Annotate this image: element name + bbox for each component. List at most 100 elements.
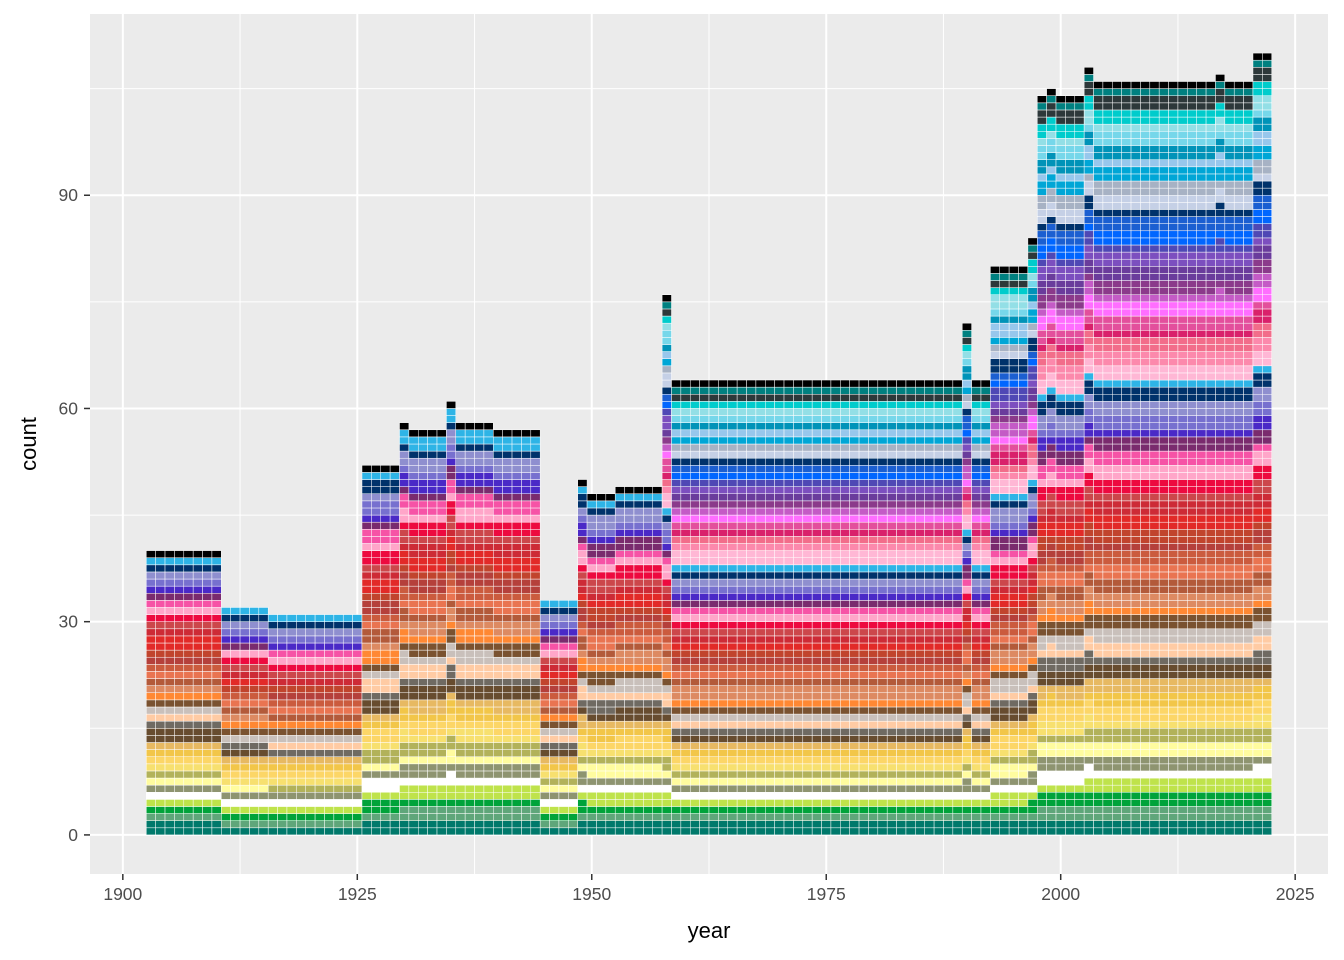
bar-segment <box>999 720 1010 729</box>
bar-segment <box>521 436 532 445</box>
bar-segment <box>239 827 250 836</box>
bar-segment <box>765 408 775 416</box>
bar-segment <box>736 429 747 438</box>
bar-segment <box>868 529 879 537</box>
bar-segment <box>493 706 503 715</box>
bar-segment <box>746 614 757 622</box>
bar-segment <box>202 777 213 786</box>
bar-segment <box>802 806 813 814</box>
bar-segment <box>999 287 1010 295</box>
bar-segment <box>549 671 560 679</box>
bar-segment <box>633 728 644 736</box>
bar-segment <box>249 699 260 708</box>
bar-segment <box>858 621 869 630</box>
bar-segment <box>530 827 541 836</box>
bar-segment <box>614 585 625 594</box>
bar-segment <box>511 664 522 672</box>
bar-segment <box>530 564 541 573</box>
bar-segment <box>933 678 944 686</box>
bar-segment <box>774 685 785 694</box>
bar-segment <box>689 813 700 821</box>
bar-segment <box>980 415 991 423</box>
bar-segment <box>980 429 991 438</box>
bar-segment <box>736 585 747 594</box>
bar-segment <box>727 564 738 573</box>
bar-segment <box>643 820 653 829</box>
bar-segment <box>849 664 860 672</box>
bar-segment <box>905 749 916 757</box>
bar-segment <box>624 756 635 765</box>
bar-segment <box>990 436 1000 445</box>
bar-segment <box>436 457 447 466</box>
bar-segment <box>192 671 203 679</box>
bar-segment <box>661 664 672 672</box>
bar-segment <box>755 422 766 431</box>
bar-segment <box>952 806 963 814</box>
bar-segment <box>661 365 672 374</box>
bar-segment <box>249 735 260 743</box>
bar-segment <box>371 642 381 651</box>
bar-segment <box>314 792 325 800</box>
bar-segment <box>943 393 954 402</box>
bar-segment <box>671 685 682 694</box>
bar-segment <box>661 728 672 736</box>
bar-segment <box>980 635 991 644</box>
bar-segment <box>333 713 344 722</box>
bar-segment <box>933 720 944 729</box>
bar-segment <box>849 784 860 793</box>
bar-segment <box>802 472 813 480</box>
bar-segment <box>277 806 288 814</box>
bar-segment <box>980 500 991 509</box>
bar-segment <box>783 777 794 786</box>
bar-segment <box>474 436 485 445</box>
bar-segment <box>164 578 175 587</box>
bar-segment <box>502 543 513 551</box>
bar-segment <box>155 550 166 558</box>
bar-segment <box>746 585 757 594</box>
bar-segment <box>371 521 381 530</box>
bar-segment <box>249 806 260 814</box>
bar-segment <box>558 735 569 743</box>
bar-segment <box>493 827 503 836</box>
bar-segment <box>727 713 738 722</box>
bar-segment <box>455 543 466 551</box>
bar-segment <box>474 806 485 814</box>
bar-segment <box>849 770 860 779</box>
bar-segment <box>896 408 907 416</box>
bar-segment <box>446 671 457 679</box>
bar-segment <box>840 401 850 409</box>
bar-segment <box>736 792 747 800</box>
bar-segment <box>418 571 428 580</box>
bar-segment <box>277 621 288 630</box>
bar-segment <box>980 443 991 452</box>
bar-segment <box>436 806 447 814</box>
bar-segment <box>530 806 541 814</box>
bar-segment <box>436 749 447 757</box>
bar-segment <box>380 614 391 622</box>
bar-segment <box>427 543 438 551</box>
bar-segment <box>999 266 1010 274</box>
bar-segment <box>924 486 935 495</box>
bar-segment <box>718 401 729 409</box>
bar-segment <box>999 372 1010 381</box>
bar-segment <box>483 536 494 544</box>
bar-segment <box>671 557 682 566</box>
bar-segment <box>371 649 381 658</box>
bar-segment <box>643 692 653 701</box>
bar-segment <box>905 756 916 765</box>
bar-segment <box>455 763 466 772</box>
bar-segment <box>661 322 672 331</box>
bar-segment <box>868 578 879 587</box>
bar-segment <box>174 578 185 587</box>
bar-segment <box>821 408 832 416</box>
bar-segment <box>924 529 935 537</box>
bar-segment <box>858 593 869 601</box>
bar-segment <box>614 493 625 502</box>
bar-segment <box>577 493 588 502</box>
bar-segment <box>999 593 1010 601</box>
bar-segment <box>202 621 213 630</box>
bar-segment <box>624 770 635 779</box>
bar-segment <box>380 756 391 765</box>
bar-segment <box>689 585 700 594</box>
bar-segment <box>389 635 400 644</box>
